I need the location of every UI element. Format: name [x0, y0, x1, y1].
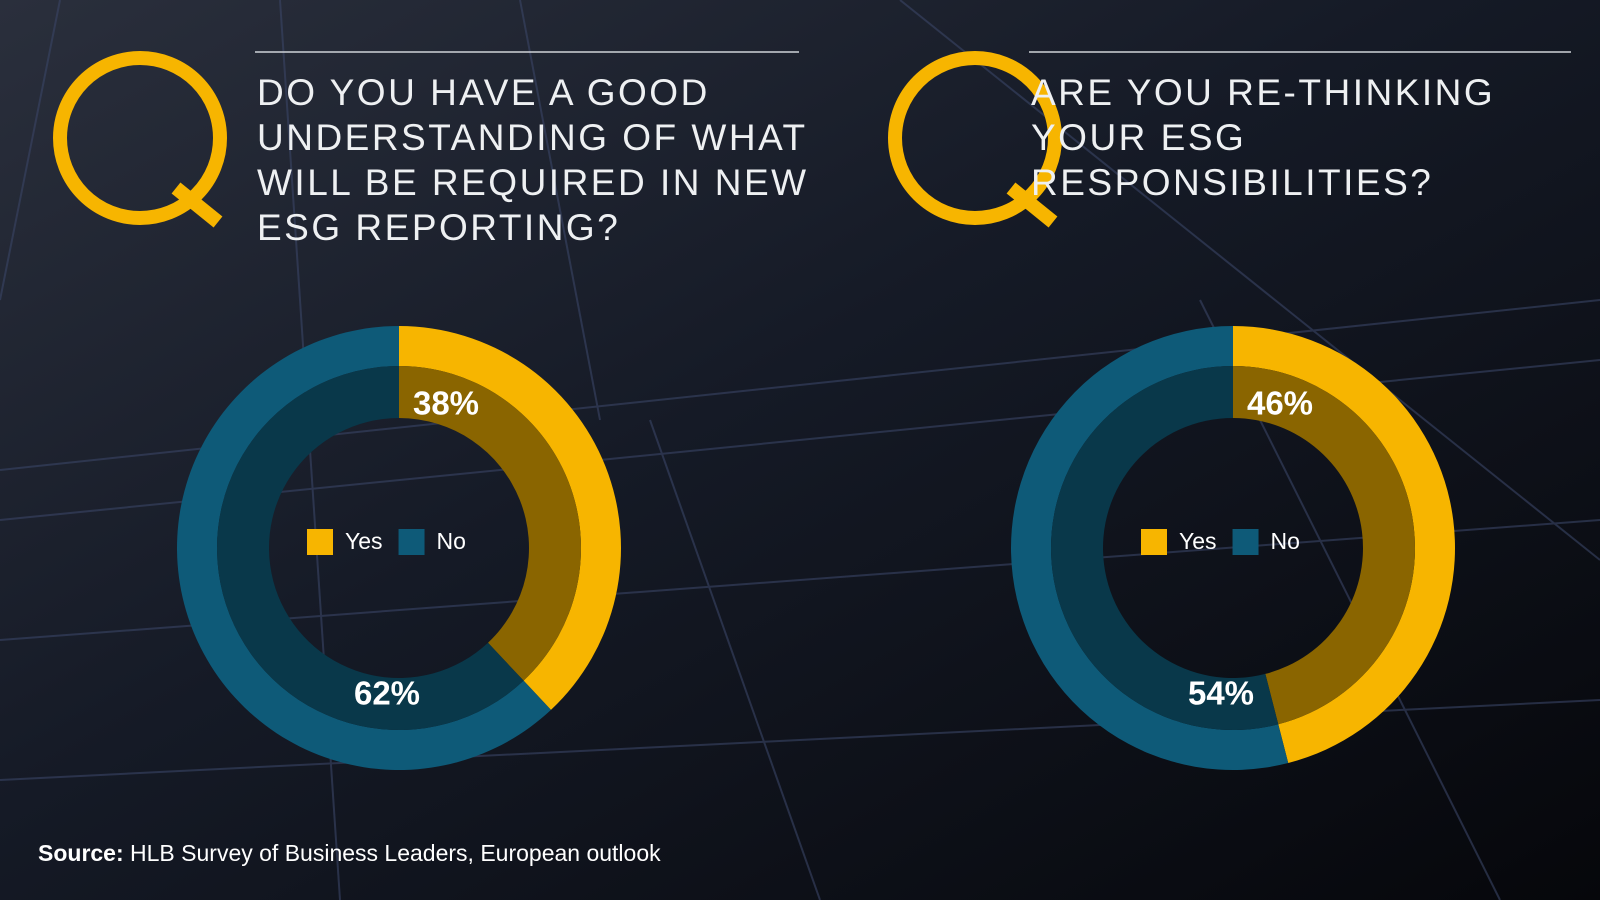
legend-swatch: [398, 529, 425, 555]
donut-segment-inner: [217, 366, 524, 731]
legend-label: Yes: [345, 528, 383, 554]
source-text: HLB Survey of Business Leaders, European…: [130, 840, 661, 866]
legend-swatch: [1141, 529, 1167, 555]
value-label: 46%: [1247, 385, 1313, 422]
value-label: 62%: [354, 675, 420, 712]
donut-segment-inner: [1233, 366, 1416, 725]
value-label: 38%: [413, 385, 479, 422]
legend-label: Yes: [1179, 528, 1217, 554]
donut-segment: [1011, 326, 1289, 770]
donut-segment: [177, 326, 551, 771]
legend-label: No: [1271, 528, 1300, 554]
donut-segment-inner: [1051, 366, 1279, 730]
legend-swatch: [1232, 529, 1259, 555]
question-title: ARE YOU RE-THINKING YOUR ESG RESPONSIBIL…: [1031, 72, 1496, 203]
question-title: DO YOU HAVE A GOOD UNDERSTANDING OF WHAT…: [257, 72, 809, 248]
source-label: Source:: [38, 840, 124, 866]
donut-segment-inner: [399, 366, 582, 681]
legend-swatch: [307, 529, 333, 555]
donut-segment: [1233, 326, 1456, 764]
donut-segment: [399, 326, 622, 710]
legend-label: No: [437, 528, 466, 554]
source-note: Source: HLB Survey of Business Leaders, …: [38, 840, 661, 867]
value-label: 54%: [1188, 675, 1254, 712]
q-icons: [53, 51, 1062, 228]
